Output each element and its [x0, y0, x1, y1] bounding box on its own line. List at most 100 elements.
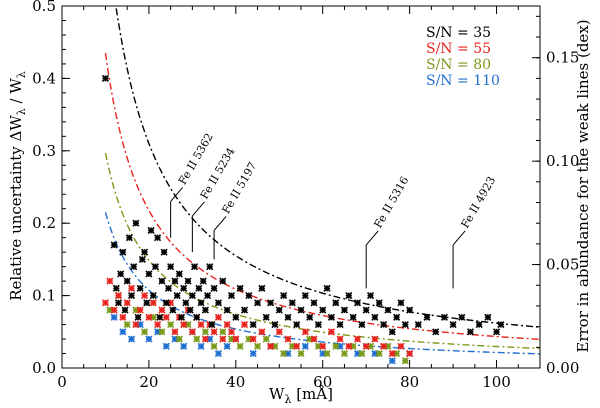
data-point — [125, 234, 133, 242]
x-axis-title: Wλ [mÅ] — [269, 385, 333, 406]
data-point — [112, 284, 120, 292]
data-point — [349, 313, 357, 321]
data-point — [132, 219, 140, 227]
data-point — [158, 277, 166, 285]
data-point — [197, 342, 205, 350]
data-point — [340, 349, 349, 358]
data-point — [336, 335, 344, 343]
model-curve — [104, 212, 540, 355]
data-point — [253, 342, 262, 350]
data-point — [293, 320, 301, 329]
data-point — [201, 335, 209, 343]
data-point — [208, 320, 216, 329]
data-point — [262, 335, 270, 343]
data-point — [136, 284, 144, 292]
data-point — [288, 299, 296, 307]
y-tick-label: 0.5 — [32, 0, 56, 15]
data-point — [232, 335, 240, 343]
data-point — [149, 292, 157, 300]
data-point — [284, 335, 292, 343]
data-point — [319, 306, 327, 314]
data-point — [149, 299, 157, 307]
data-point — [214, 349, 223, 358]
data-point — [175, 270, 183, 278]
data-point — [401, 320, 409, 329]
data-point — [379, 320, 388, 329]
data-point — [227, 292, 236, 300]
data-point — [375, 299, 383, 307]
data-point — [180, 342, 188, 350]
data-point — [358, 320, 366, 329]
data-point — [119, 313, 127, 321]
data-point — [140, 248, 149, 256]
data-point — [388, 328, 396, 336]
data-point — [110, 306, 118, 314]
data-point — [123, 277, 131, 285]
data-point — [414, 320, 422, 329]
data-point — [484, 313, 492, 321]
data-point — [280, 292, 288, 300]
data-point — [301, 342, 309, 350]
annotation-leader — [365, 230, 379, 246]
data-point — [310, 335, 318, 343]
data-point — [138, 255, 146, 263]
y-tick-label: 0.2 — [32, 214, 56, 232]
data-point — [121, 306, 129, 314]
data-point — [458, 313, 466, 321]
data-point — [271, 320, 279, 329]
data-point — [145, 313, 153, 321]
model-curve — [115, 6, 540, 328]
data-point — [210, 342, 218, 350]
data-point — [223, 306, 231, 314]
data-point — [267, 342, 275, 350]
data-point — [114, 299, 123, 307]
data-point — [193, 335, 201, 343]
data-point — [240, 306, 249, 314]
data-point — [136, 306, 144, 314]
data-point — [140, 292, 149, 300]
data-point — [232, 313, 240, 321]
data-point — [293, 342, 301, 350]
data-point — [219, 277, 227, 285]
data-point — [219, 335, 227, 343]
data-point — [188, 328, 196, 336]
data-point — [145, 335, 153, 343]
data-point — [371, 313, 379, 321]
data-point — [253, 299, 262, 307]
x-tick-label: 60 — [313, 373, 332, 391]
legend-entry: S/N = 35 — [426, 25, 491, 41]
data-point — [227, 328, 236, 336]
x-tick-label: 20 — [139, 373, 158, 391]
data-points — [101, 74, 505, 365]
annotation-label: Fe II 4923 — [458, 174, 498, 230]
data-point — [275, 328, 283, 336]
data-point — [160, 248, 168, 256]
data-point — [195, 284, 203, 292]
data-point — [319, 342, 327, 350]
data-point — [119, 248, 127, 256]
data-point — [401, 357, 409, 365]
data-point — [475, 320, 483, 329]
data-point — [371, 335, 379, 343]
data-point — [167, 320, 175, 329]
data-point — [110, 313, 118, 321]
data-point — [145, 270, 153, 278]
data-point — [423, 313, 431, 321]
y2-tick-label: 0.10 — [546, 152, 579, 170]
data-point — [199, 277, 207, 285]
data-point — [267, 299, 275, 307]
data-point — [114, 292, 123, 300]
data-point — [340, 306, 349, 314]
data-point — [162, 299, 170, 307]
data-point — [258, 284, 266, 292]
data-point — [345, 292, 353, 300]
y-axis-right-title: Error in abundance for the weak lines (d… — [574, 19, 592, 352]
data-point — [262, 313, 270, 321]
legend-entry: S/N = 110 — [426, 73, 500, 89]
y2-tick-label: 0.15 — [546, 49, 579, 67]
data-point — [197, 299, 205, 307]
data-point — [171, 328, 179, 336]
model-curve — [104, 152, 540, 350]
data-point — [101, 74, 110, 82]
